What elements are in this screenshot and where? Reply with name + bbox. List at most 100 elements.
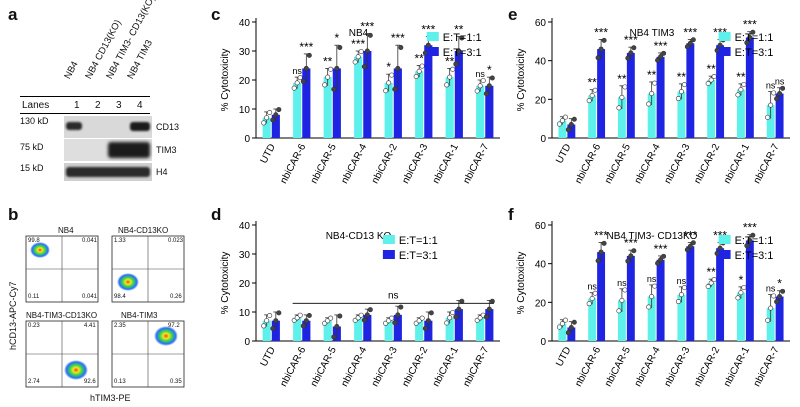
data-point (556, 121, 562, 127)
data-point (687, 40, 693, 46)
data-point (565, 127, 571, 133)
flow-q-tim3cd13ko-lr: 92.6 (84, 379, 96, 385)
y-tick-label: 60 (535, 221, 547, 232)
significance-label: ** (736, 70, 746, 84)
data-point (598, 249, 604, 255)
data-point (413, 74, 419, 80)
data-point (425, 42, 431, 48)
data-point (717, 42, 723, 48)
bar-et-3-1 (393, 314, 402, 341)
data-point (270, 117, 276, 123)
bar-et-3-1 (302, 320, 311, 341)
data-point (771, 90, 777, 96)
panel-e-letter: e (508, 5, 518, 24)
data-point (383, 88, 389, 94)
significance-label: * (487, 63, 492, 77)
x-tick-label: nbiCAR-4 (633, 345, 663, 389)
bar-et-1-1 (766, 308, 775, 341)
x-tick-label: nbiCAR-4 (633, 142, 663, 186)
flow-plots-svg (25, 235, 185, 388)
bar-et-1-1 (677, 294, 686, 341)
data-point (774, 299, 780, 305)
bar-et-3-1 (454, 309, 463, 341)
bar-et-3-1 (271, 114, 280, 138)
flow-q-tim3-ll: 0.13 (114, 379, 126, 385)
lanes-divider-top (20, 96, 150, 97)
legend-swatch-et-1-1 (426, 32, 439, 41)
x-tick-label: nbiCAR-3 (370, 345, 400, 389)
flow-q-nb4-ul: 99.8 (28, 238, 40, 244)
data-point (306, 52, 312, 58)
x-tick-label: nbiCAR-6 (278, 345, 308, 389)
bar-et-1-1 (588, 298, 597, 341)
bar-et-1-1 (384, 320, 393, 341)
data-point (586, 98, 592, 104)
data-point (477, 83, 483, 89)
y-tick-label: 20 (535, 95, 547, 106)
data-point (456, 306, 462, 312)
y-tick-label: 40 (239, 221, 251, 232)
data-point (631, 248, 637, 254)
bar-et-3-1 (485, 309, 494, 341)
significance-label: *** (594, 228, 608, 242)
x-tick-label: nbiCAR-4 (339, 345, 369, 389)
data-point (750, 232, 756, 238)
data-point (631, 45, 637, 51)
data-point (276, 310, 282, 316)
flow-q-tim3cd13ko-ur: 4.41 (84, 323, 96, 329)
y-tick-label: 10 (239, 105, 251, 116)
significance-label: *** (683, 25, 697, 39)
legend-label-et-1-1: E:T=1:1 (443, 32, 482, 44)
data-point (601, 37, 607, 43)
data-point (619, 94, 625, 100)
bar-et-1-1 (293, 82, 302, 138)
x-tick-label: nbiCAR-5 (603, 142, 633, 186)
x-tick-label: UTD (259, 345, 278, 368)
protein-label-h4: H4 (156, 167, 168, 177)
flow-plot-nb4-cd13ko (111, 235, 185, 303)
data-point (325, 74, 331, 80)
data-point (559, 118, 565, 124)
x-tick-label: nbiCAR-3 (400, 142, 430, 186)
bar-et-3-1 (745, 37, 754, 138)
x-tick-label: nbiCAR-3 (662, 142, 692, 186)
x-tick-label: UTD (554, 345, 573, 368)
data-point (705, 80, 711, 86)
data-point (297, 75, 303, 81)
data-point (428, 310, 434, 316)
legend-label-et-1-1: E:T=1:1 (735, 235, 774, 247)
data-point (571, 116, 577, 122)
x-tick-label: UTD (554, 142, 573, 165)
data-point (300, 78, 306, 84)
bar-et-1-1 (766, 105, 775, 138)
bar-et-1-1 (384, 82, 393, 138)
y-axis-label: % Cytotoxicity (516, 252, 527, 315)
y-axis-label: % Cytotoxicity (220, 49, 231, 112)
data-point (474, 88, 480, 94)
significance-label: ns (775, 77, 785, 87)
data-point (331, 334, 337, 340)
data-point (738, 87, 744, 93)
data-point (395, 312, 401, 318)
data-point (744, 243, 750, 249)
bar-et-3-1 (424, 45, 433, 139)
bar-et-1-1 (677, 91, 686, 138)
legend-swatch-et-3-1 (718, 47, 731, 56)
bar-et-1-1 (707, 283, 716, 341)
data-point (486, 306, 492, 312)
data-point (444, 82, 450, 88)
x-tick-label: nbiCAR-4 (339, 142, 369, 186)
data-point (625, 55, 631, 61)
data-point (658, 54, 664, 60)
flow-plot-nb4-tim3 (111, 320, 185, 388)
data-point (364, 48, 370, 54)
significance-label: ns (647, 274, 657, 284)
y-tick-label: 40 (535, 260, 547, 271)
significance-label: * (777, 277, 782, 291)
data-point (571, 319, 577, 325)
x-tick-label: nbiCAR-5 (309, 345, 339, 389)
x-tick-label: nbiCAR-6 (278, 142, 308, 186)
y-tick-label: 10 (239, 308, 251, 319)
data-point (267, 312, 273, 318)
